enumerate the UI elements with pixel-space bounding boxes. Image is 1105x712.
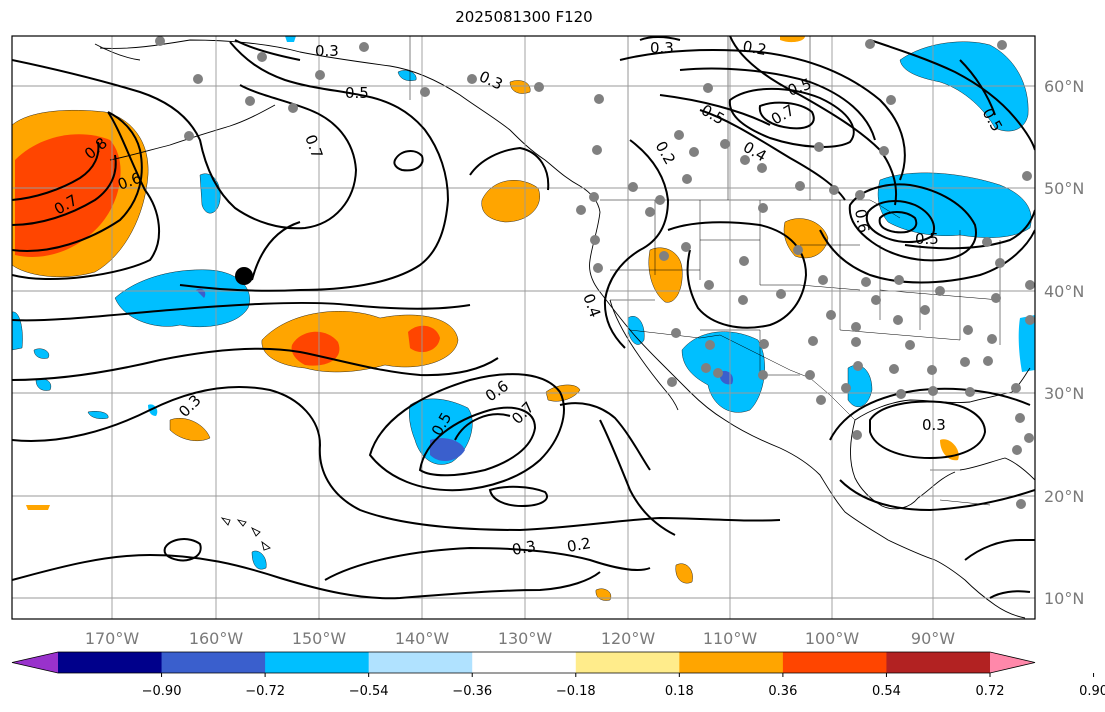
contour-label: 0.3 [511, 537, 538, 559]
location-marker [235, 267, 253, 285]
contour-label: 0.6 [851, 208, 873, 235]
coastlines [94, 39, 1035, 619]
contour-label: 0.2 [566, 534, 593, 556]
lat-tick-label: 10°N [1044, 589, 1084, 608]
colorbar-segment [161, 652, 266, 673]
lat-tick-label: 30°N [1044, 384, 1084, 403]
map-frame-bg [12, 36, 1035, 619]
map-frame [11, 35, 1036, 620]
contour-label: 0.3 [315, 42, 339, 60]
contour-lines [12, 36, 1035, 600]
colorbar-segment [575, 652, 680, 673]
colorbar-tick-label: −0.90 [142, 684, 182, 699]
colorbar-arrow-low [12, 652, 58, 673]
colorbar-segment [58, 652, 163, 673]
colorbar-segment [886, 652, 991, 673]
contour-label: 0.2 [741, 37, 768, 59]
colorbar-tick-label: 0.90 [1079, 684, 1105, 699]
gridlines [12, 36, 1035, 619]
colorbar-segment [265, 652, 370, 673]
lon-axis: 170°W 160°W 150°W 140°W 130°W 120°W 110°… [85, 629, 955, 648]
colorbar-tick-label: 0.36 [768, 684, 797, 699]
colorbar-tick-label: −0.36 [452, 684, 492, 699]
colorbar-outline [11, 651, 1036, 674]
lat-tick-label: 50°N [1044, 179, 1084, 198]
lon-tick-label: 130°W [498, 629, 553, 648]
lat-tick-label: 40°N [1044, 282, 1084, 301]
colorbar-arrow-high [990, 652, 1035, 673]
colorbar-segment [679, 652, 784, 673]
colorbar-tick-label: 0.72 [976, 684, 1005, 699]
lon-tick-label: 170°W [85, 629, 140, 648]
contour-label: 0.5 [345, 84, 369, 102]
station-dots [155, 36, 1035, 509]
colorbar-tick-label: −0.18 [556, 684, 596, 699]
lat-axis: 60°N 50°N 40°N 30°N 20°N 10°N [1044, 77, 1084, 608]
contour-label: 0.3 [650, 39, 674, 57]
colorbar-segment [368, 652, 473, 673]
contour-label: 0.3 [922, 416, 946, 434]
lon-tick-label: 160°W [189, 629, 244, 648]
colorbar-segment [782, 652, 887, 673]
contour-label: 0.5 [915, 230, 939, 248]
colorbar-tick-label: −0.72 [245, 684, 285, 699]
lon-tick-label: 140°W [395, 629, 450, 648]
lon-tick-label: 110°W [703, 629, 758, 648]
lon-tick-label: 100°W [805, 629, 860, 648]
map-title: 2025081300 F120 [455, 8, 593, 26]
colorbar-tick-label: 0.18 [665, 684, 694, 699]
lon-tick-label: 120°W [601, 629, 656, 648]
lat-tick-label: 20°N [1044, 487, 1084, 506]
colorbar-tick-label: −0.54 [349, 684, 389, 699]
lon-tick-label: 90°W [911, 629, 955, 648]
colorbar-segment [472, 652, 577, 673]
colorbar: −0.90 −0.72 −0.54 −0.36 −0.18 0.18 0.36 0.54 0.7… [11, 651, 1105, 699]
lon-tick-label: 150°W [292, 629, 347, 648]
lat-tick-label: 60°N [1044, 77, 1084, 96]
colorbar-tick-label: 0.54 [872, 684, 901, 699]
